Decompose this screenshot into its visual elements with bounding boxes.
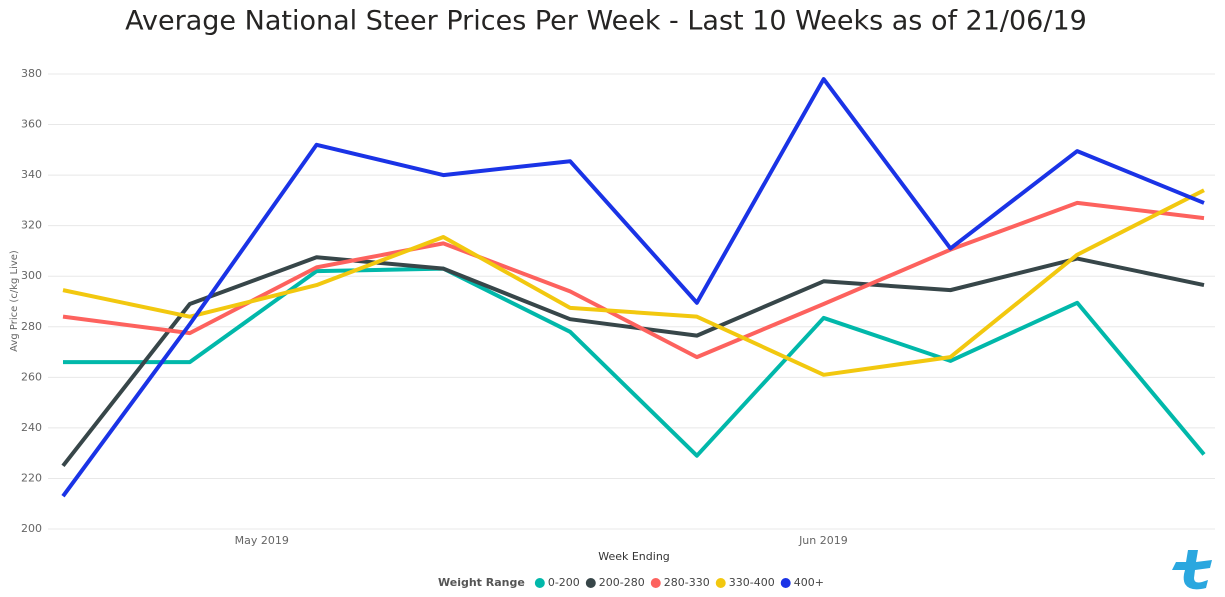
legend-label: 0-200 xyxy=(548,576,580,589)
legend-label: 400+ xyxy=(794,576,824,589)
logo-shape xyxy=(1172,550,1212,590)
y-tick-label: 320 xyxy=(21,219,42,232)
y-tick-label: 200 xyxy=(21,522,42,535)
y-tick-label: 280 xyxy=(21,320,42,333)
x-tick-label: May 2019 xyxy=(235,534,289,547)
y-tick-label: 380 xyxy=(21,67,42,80)
chart-title: Average National Steer Prices Per Week -… xyxy=(125,6,1087,37)
y-tick-label: 340 xyxy=(21,168,42,181)
y-tick-label: 220 xyxy=(21,471,42,484)
x-tick-label: Jun 2019 xyxy=(798,534,848,547)
legend-swatch xyxy=(715,578,726,588)
series-line xyxy=(61,255,1205,468)
y-tick-label: 300 xyxy=(21,269,42,282)
series-line xyxy=(61,77,1205,498)
series-line xyxy=(62,188,1205,377)
legend-title: Weight Range xyxy=(438,576,525,589)
legend-label: 200-280 xyxy=(599,576,645,589)
legend-label: 280-330 xyxy=(664,576,710,589)
y-tick-label: 360 xyxy=(21,118,42,131)
y-tick-label: 240 xyxy=(21,421,42,434)
y-tick-label: 260 xyxy=(21,370,42,383)
legend-label: 330-400 xyxy=(729,576,775,589)
legend-swatch xyxy=(650,578,661,588)
logo xyxy=(1172,550,1212,590)
y-axis-label: Avg Price (c/kg Live) xyxy=(9,250,20,352)
legend-swatch xyxy=(585,578,596,588)
x-axis-label: Week Ending xyxy=(598,550,670,563)
legend-swatch xyxy=(534,578,545,588)
series-line xyxy=(63,266,1206,458)
legend-swatch xyxy=(780,578,791,588)
